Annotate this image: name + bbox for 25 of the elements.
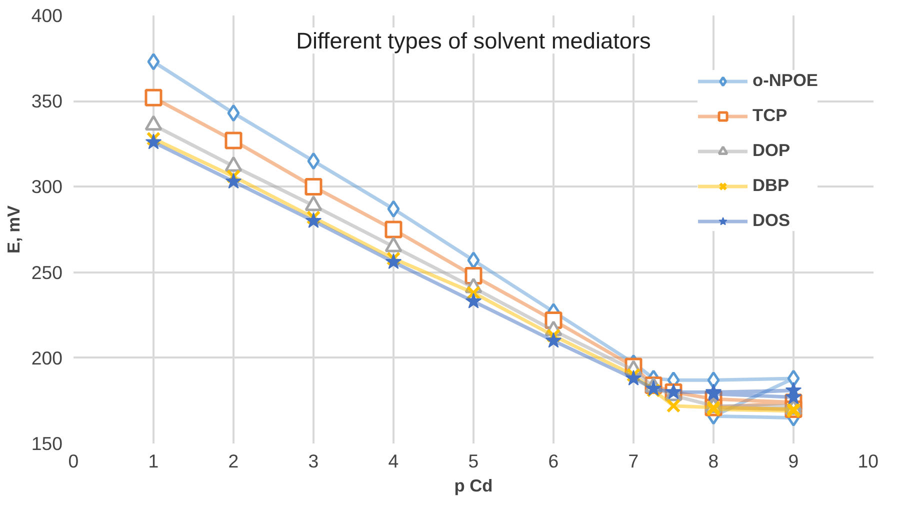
x-tick-label: 2 xyxy=(228,450,239,472)
legend-label: DBP xyxy=(752,175,790,196)
y-tick-label: 200 xyxy=(31,347,63,368)
text: Different types of solvent mediators xyxy=(296,28,651,54)
y-tick-label: 150 xyxy=(31,433,63,454)
y-tick-label: 250 xyxy=(31,262,63,283)
x-axis-title: p Cd xyxy=(454,476,493,496)
x-tick-label: 10 xyxy=(858,450,879,472)
x-tick-label: 6 xyxy=(548,450,559,472)
x-tick-label: 4 xyxy=(388,450,399,472)
y-tick-label: 350 xyxy=(31,90,63,112)
x-tick-label: 8 xyxy=(708,450,719,472)
x-tick-label: 9 xyxy=(788,450,799,472)
legend-label: DOS xyxy=(752,210,790,231)
x-tick-label: 3 xyxy=(308,450,319,472)
x-tick-label: 0 xyxy=(68,450,79,472)
y-tick-label: 300 xyxy=(31,176,63,198)
y-axis-title: E, mV xyxy=(3,204,24,254)
x-tick-label: 7 xyxy=(628,450,639,472)
x-tick-label: 5 xyxy=(468,450,479,472)
legend-label: TCP xyxy=(752,105,788,126)
legend-label: DOP xyxy=(752,140,790,161)
y-tick-label: 400 xyxy=(31,5,63,26)
legend-label: o-NPOE xyxy=(752,70,818,91)
x-tick-label: 1 xyxy=(148,450,159,472)
